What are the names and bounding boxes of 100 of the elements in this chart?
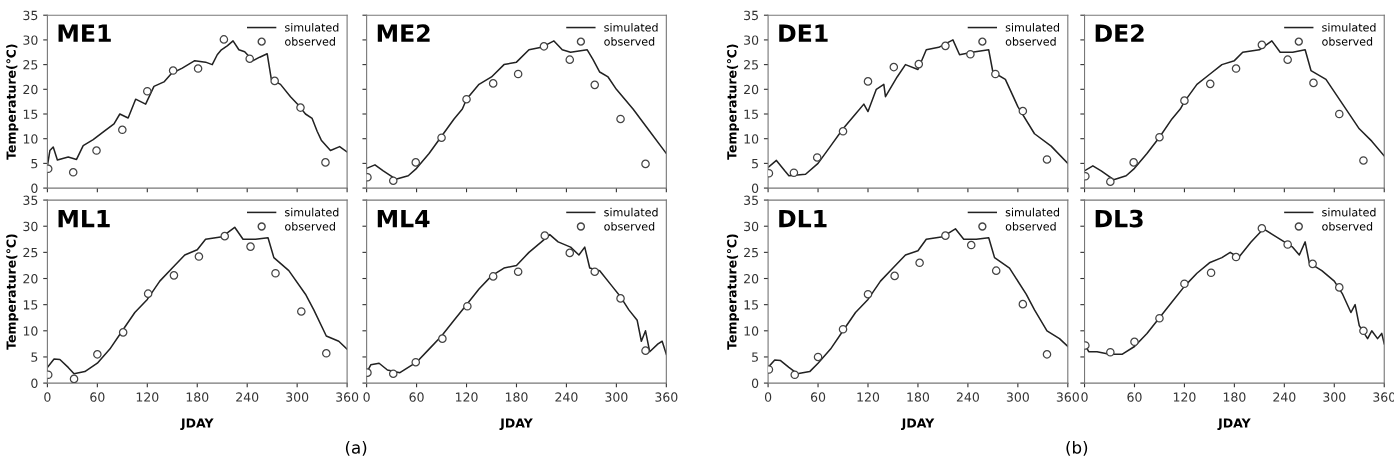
point: [1283, 55, 1292, 64]
legend-label: simulated: [285, 207, 339, 217]
point: [863, 289, 873, 299]
point: [1018, 299, 1028, 309]
legend-label: observed: [1005, 37, 1056, 46]
x-tick-label: 0: [363, 392, 370, 402]
point: [1180, 279, 1189, 289]
point: [540, 231, 550, 240]
point: [1180, 96, 1189, 105]
point: [271, 268, 280, 278]
x-tick-label: 120: [1173, 392, 1196, 402]
point: [92, 146, 101, 155]
chart-title: ME1: [58, 24, 111, 42]
y-tick-label: 30: [744, 221, 759, 232]
point: [838, 126, 848, 136]
x-axis-title: JDAY: [1217, 418, 1251, 431]
point: [590, 80, 600, 90]
point: [488, 272, 498, 281]
point: [68, 167, 78, 177]
point: [388, 176, 398, 185]
point: [388, 369, 398, 378]
point: [838, 324, 848, 334]
point: [1283, 240, 1292, 249]
x-tick-label: 0: [1081, 392, 1088, 402]
x-tick-label: 240: [1273, 392, 1296, 402]
chart-title: DL1: [779, 209, 827, 228]
y-tick-label: 0: [31, 378, 38, 389]
x-tick-label: 360: [1056, 392, 1079, 402]
point: [1231, 252, 1241, 262]
x-tick-label: 360: [655, 392, 678, 402]
point: [812, 153, 822, 162]
x-tick-label: 300: [1006, 392, 1029, 402]
x-tick-label: 240: [236, 392, 259, 402]
y-tick-label: 0: [751, 378, 759, 389]
legend-label: observed: [604, 221, 655, 231]
x-tick-label: 300: [286, 392, 309, 402]
x-tick-label: 240: [555, 392, 578, 402]
point: [1106, 177, 1115, 186]
point: [565, 248, 575, 258]
y-tick-label: 25: [744, 60, 758, 70]
legend-label: simulated: [1322, 22, 1376, 32]
y-tick-label: 30: [23, 221, 38, 232]
point: [914, 59, 924, 69]
y-tick-label: 5: [31, 352, 38, 362]
point: [565, 55, 575, 64]
point: [1359, 326, 1368, 336]
y-tick-label: 20: [744, 84, 759, 95]
point: [641, 159, 650, 169]
legend-label: simulated: [604, 207, 658, 217]
legend-label: simulated: [1322, 207, 1376, 217]
y-tick-label: 30: [744, 35, 759, 45]
y-tick-label: 30: [23, 35, 38, 45]
legend-label: observed: [1322, 221, 1373, 231]
point: [118, 328, 128, 337]
point: [590, 267, 600, 277]
point: [941, 41, 950, 51]
point: [915, 258, 924, 268]
point: [1334, 283, 1344, 292]
y-tick-label: 0: [31, 183, 38, 194]
point: [411, 357, 421, 367]
y-tick-label: 20: [23, 84, 38, 95]
point: [245, 54, 254, 63]
y-tick-label: 15: [23, 300, 38, 310]
point: [194, 252, 204, 261]
chart-title: ME2: [377, 24, 430, 42]
point: [966, 240, 976, 250]
point: [143, 289, 153, 298]
x-axis-title: JDAY: [499, 418, 533, 431]
legend-label: simulated: [285, 22, 339, 32]
point: [462, 94, 471, 104]
point: [513, 267, 523, 277]
text: (b): [1066, 440, 1088, 456]
point: [1106, 347, 1115, 357]
y-tick-label: 5: [31, 159, 38, 169]
x-tick-label: 0: [44, 392, 51, 402]
point: [1257, 224, 1267, 233]
point: [1129, 158, 1138, 167]
point: [890, 271, 899, 281]
point: [321, 348, 331, 358]
y-tick-label: 5: [752, 352, 758, 362]
point: [143, 86, 152, 96]
y-tick-label: 15: [23, 109, 38, 119]
x-tick-label: 60: [90, 392, 105, 402]
point: [296, 103, 305, 112]
y-tick-label: 35: [23, 10, 38, 21]
point: [270, 76, 279, 86]
chart-title: ML4: [377, 209, 430, 228]
x-tick-label: 60: [810, 392, 826, 402]
point: [513, 69, 523, 79]
y-axis-title: Temperature(℃): [6, 44, 19, 160]
y-axis-title: Temperature(℃): [6, 234, 19, 350]
legend-label: observed: [285, 221, 335, 231]
legend-label: observed: [285, 37, 335, 46]
point: [991, 266, 1001, 275]
x-axis-title: JDAY: [900, 418, 935, 431]
point: [616, 294, 625, 303]
point: [1231, 64, 1241, 73]
point: [488, 79, 498, 88]
legend-label: observed: [1322, 37, 1373, 46]
x-tick-label: 120: [136, 392, 159, 402]
